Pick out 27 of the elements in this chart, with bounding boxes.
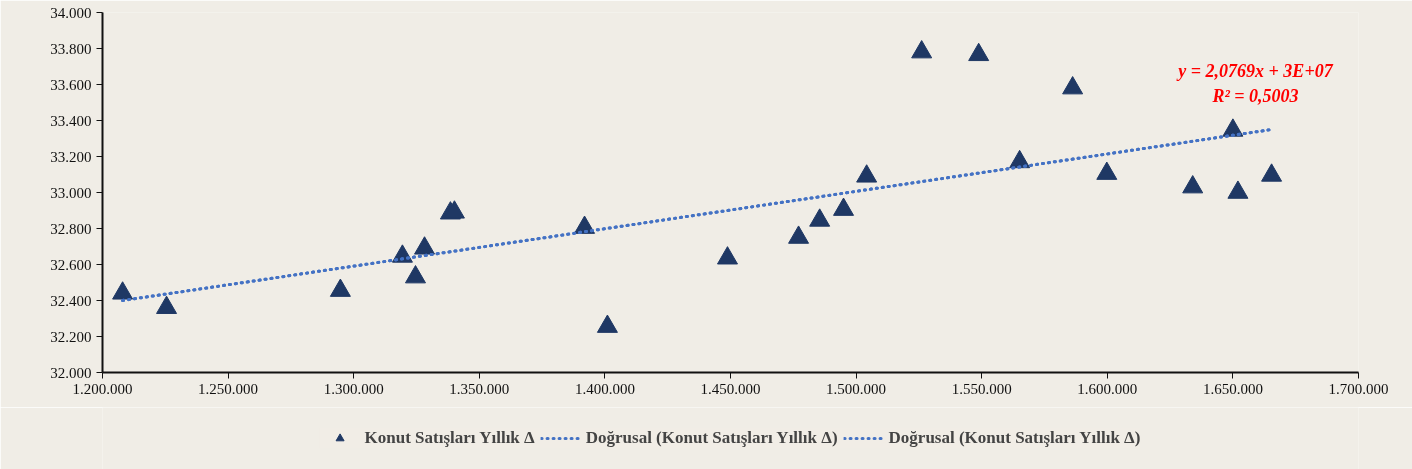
x-tick-label: 1.450.000 [700, 380, 761, 397]
y-tick-label: 33.800 [50, 40, 92, 57]
x-tick-label: 1.350.000 [449, 380, 510, 397]
x-tick-label: 1.500.000 [826, 380, 887, 397]
y-tick-label: 33.200 [50, 148, 92, 165]
y-tick-label: 32.000 [50, 364, 92, 381]
y-tick-label: 32.400 [50, 292, 92, 309]
x-tick-label: 1.650.000 [1202, 380, 1263, 397]
legend-label: Doğrusal (Konut Satışları Yıllık Δ) [888, 428, 1141, 448]
y-tick-label: 34.000 [50, 4, 92, 21]
y-tick-label: 33.400 [50, 112, 92, 129]
x-tick-label: 1.400.000 [574, 380, 635, 397]
annotation: y = 2,0769x + 3E+07 [1176, 60, 1334, 81]
y-tick-label: 32.600 [50, 256, 92, 273]
x-tick-label: 1.200.000 [72, 380, 133, 397]
y-tick-label: 32.200 [50, 328, 92, 345]
x-tick-label: 1.250.000 [198, 380, 259, 397]
x-tick-label: 1.300.000 [323, 380, 384, 397]
y-tick-label: 33.000 [50, 184, 92, 201]
y-tick-label: 32.800 [50, 220, 92, 237]
x-tick-label: 1.550.000 [951, 380, 1012, 397]
x-tick-label: 1.600.000 [1077, 380, 1138, 397]
annotation: R² = 0,5003 [1211, 85, 1299, 106]
y-tick-label: 33.600 [50, 76, 92, 93]
legend-label: Konut Satışları Yıllık Δ [364, 428, 535, 448]
x-tick-label: 1.700.000 [1328, 380, 1389, 397]
legend-label: Doğrusal (Konut Satışları Yıllık Δ) [585, 428, 838, 448]
